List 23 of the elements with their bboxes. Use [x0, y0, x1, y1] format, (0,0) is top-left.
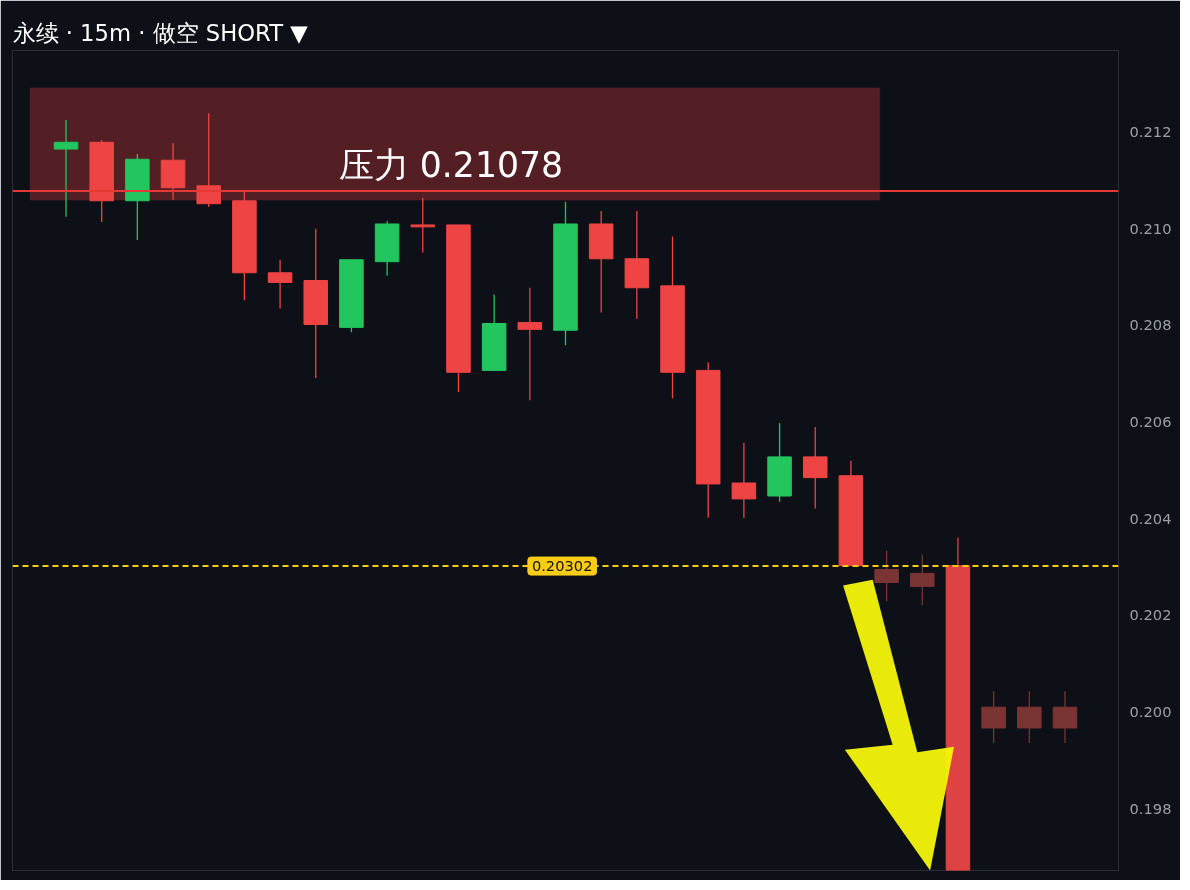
candlestick — [981, 690, 1006, 744]
candlestick — [874, 549, 899, 602]
candlestick — [910, 553, 935, 606]
candlestick — [410, 197, 436, 254]
y-tick-label: 0.202 — [1129, 606, 1172, 624]
chart-title: 永续 · 15m · 做空 SHORT ▼ — [12, 19, 309, 46]
y-tick-label: 0.208 — [1129, 316, 1172, 334]
y-tick-label: 0.204 — [1129, 509, 1172, 527]
ref-line-label: 压力 0.21078 — [338, 145, 564, 186]
candlestick — [731, 442, 757, 519]
candlestick — [517, 287, 543, 401]
y-tick-label: 0.210 — [1129, 219, 1172, 237]
candlestick — [802, 426, 828, 510]
candlestick — [267, 259, 293, 310]
y-tick-label: 0.206 — [1129, 413, 1172, 431]
y-tick-label: 0.200 — [1129, 703, 1172, 721]
y-tick-label: 0.212 — [1129, 123, 1172, 141]
candlestick — [196, 112, 221, 208]
y-tick-label: 0.198 — [1129, 799, 1172, 817]
candlestick — [53, 119, 79, 218]
ref-line-label: 0.20302 — [531, 557, 593, 575]
candlestick — [1017, 690, 1042, 744]
candlestick — [1052, 690, 1078, 744]
